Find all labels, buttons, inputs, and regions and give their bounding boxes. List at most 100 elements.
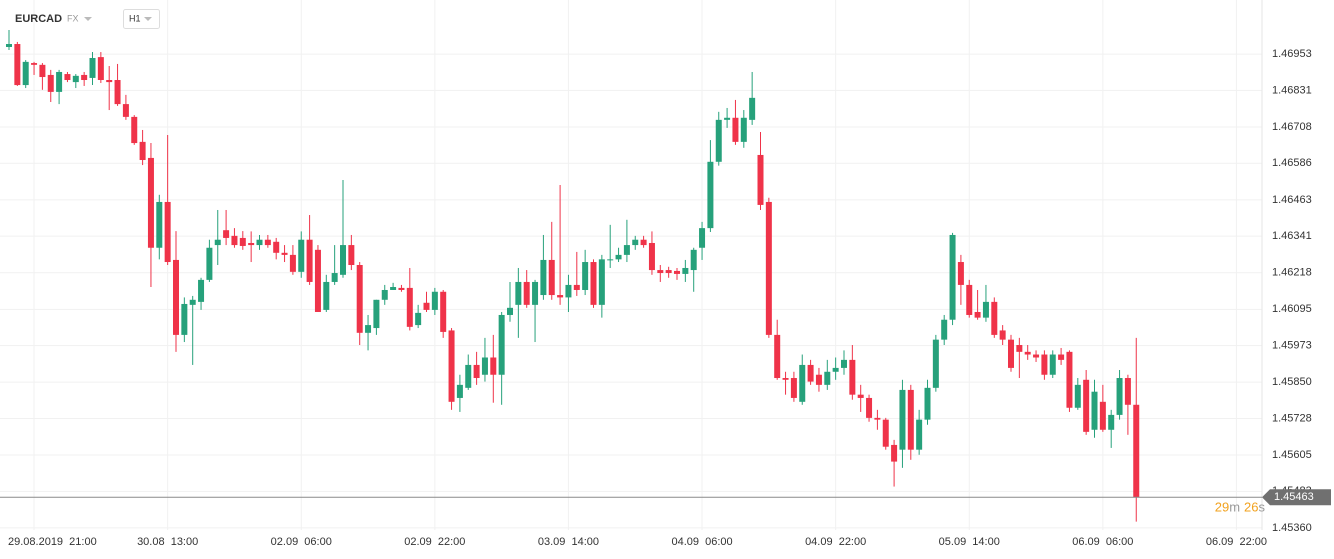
candle-body xyxy=(849,359,856,395)
candle-body xyxy=(557,295,564,298)
candle-body xyxy=(498,314,505,375)
candle-body xyxy=(657,270,664,274)
candle-body xyxy=(473,364,480,379)
timeframe[interactable]: H1 xyxy=(129,13,141,23)
candle-body xyxy=(415,312,422,326)
candle-body xyxy=(156,201,163,248)
candle-body xyxy=(924,387,931,420)
timeframe-dropdown-arrow[interactable] xyxy=(144,17,152,21)
market-dropdown-arrow[interactable] xyxy=(84,17,92,21)
candle-body xyxy=(866,397,873,418)
x-tick-label: 06.09 22:00 xyxy=(1206,536,1267,548)
candle-body xyxy=(548,259,555,296)
candle-body xyxy=(331,273,338,282)
candle-body xyxy=(824,371,831,385)
candle-body xyxy=(799,364,806,402)
countdown-minutes: 29 xyxy=(1215,500,1229,515)
grid xyxy=(0,0,1262,530)
candle-body xyxy=(640,239,647,246)
candle-body xyxy=(181,303,188,335)
candle-body xyxy=(941,319,948,340)
countdown-seconds: 26 xyxy=(1244,500,1258,515)
candle-body xyxy=(431,291,438,310)
y-tick-label: 1.45728 xyxy=(1272,412,1312,424)
y-tick-label: 1.45360 xyxy=(1272,522,1312,534)
candle-body xyxy=(765,201,772,335)
candle-body xyxy=(907,389,914,450)
candle-body xyxy=(173,259,179,335)
candle-body xyxy=(966,284,973,315)
candle-body xyxy=(314,249,321,312)
x-tick-label: 02.09 06:00 xyxy=(271,536,332,548)
market[interactable]: FX xyxy=(67,13,79,23)
candle-body xyxy=(532,281,539,305)
y-tick-label: 1.46831 xyxy=(1272,84,1312,96)
candle-body xyxy=(1066,351,1073,408)
candle-body xyxy=(682,267,689,274)
candle-body xyxy=(131,116,138,144)
candle-body xyxy=(841,359,847,368)
candle-body xyxy=(690,249,697,271)
countdown-seconds-unit: s xyxy=(1259,500,1266,515)
candle-body xyxy=(323,281,330,310)
candle-body xyxy=(957,262,964,285)
x-tick-label: 30.08 13:00 xyxy=(137,536,198,548)
candle-body xyxy=(481,357,488,375)
candle-body xyxy=(406,287,413,327)
candle-body xyxy=(1033,354,1040,358)
candle-body xyxy=(665,270,672,274)
candle-body xyxy=(648,242,655,271)
candle-body xyxy=(22,61,29,86)
symbol: EURCAD xyxy=(15,13,62,25)
timeframe-box[interactable] xyxy=(123,9,160,29)
candle-body xyxy=(515,281,522,305)
overlay: EURCAD FX H1 1.46953 1.46831 1.46708 1.4658… xyxy=(0,0,1331,548)
candle-body xyxy=(72,75,79,83)
candle-body xyxy=(1024,351,1031,355)
candle-body xyxy=(623,245,630,255)
candle-body xyxy=(214,239,221,246)
candle-body xyxy=(206,247,213,280)
x-tick-label: 05.09 14:00 xyxy=(939,536,1000,548)
candle-body xyxy=(916,419,923,450)
countdown-minutes-unit: m xyxy=(1229,500,1240,515)
candle-body xyxy=(1108,414,1115,430)
candle-body xyxy=(573,284,580,290)
candle-body xyxy=(1041,354,1048,375)
candle-body xyxy=(89,57,96,78)
candle-body xyxy=(832,367,839,372)
candle-body xyxy=(281,252,288,255)
y-tick-label: 1.45973 xyxy=(1272,340,1312,352)
candle-body xyxy=(289,254,296,272)
candle-body xyxy=(448,330,455,402)
candle-body xyxy=(356,265,363,333)
candle-body xyxy=(724,117,731,120)
candle-body xyxy=(348,245,355,265)
candle-body xyxy=(782,378,789,380)
candle-body xyxy=(632,239,639,246)
candle-body xyxy=(273,241,280,253)
candle-body xyxy=(732,117,739,142)
candle-body xyxy=(982,301,989,318)
candle-body xyxy=(47,74,54,92)
candle-body xyxy=(106,80,113,83)
y-tick-label: 1.46095 xyxy=(1272,303,1312,315)
candle-body xyxy=(490,357,497,375)
candle-body xyxy=(1133,404,1140,498)
candle-body xyxy=(582,262,589,290)
candle-body xyxy=(256,239,263,246)
last-price-label: 1.45463 xyxy=(1274,491,1314,503)
candle-body xyxy=(340,245,346,275)
candle-body xyxy=(991,301,998,335)
candle-body xyxy=(423,302,430,310)
candle-body xyxy=(365,325,372,333)
candle-body xyxy=(1008,339,1014,368)
candle-body xyxy=(507,307,513,315)
candle-body xyxy=(381,289,388,300)
candle-body xyxy=(715,119,722,162)
candle-body xyxy=(306,239,313,282)
x-tick-label: 02.09 22:00 xyxy=(404,536,465,548)
y-tick-label: 1.46463 xyxy=(1272,194,1312,206)
